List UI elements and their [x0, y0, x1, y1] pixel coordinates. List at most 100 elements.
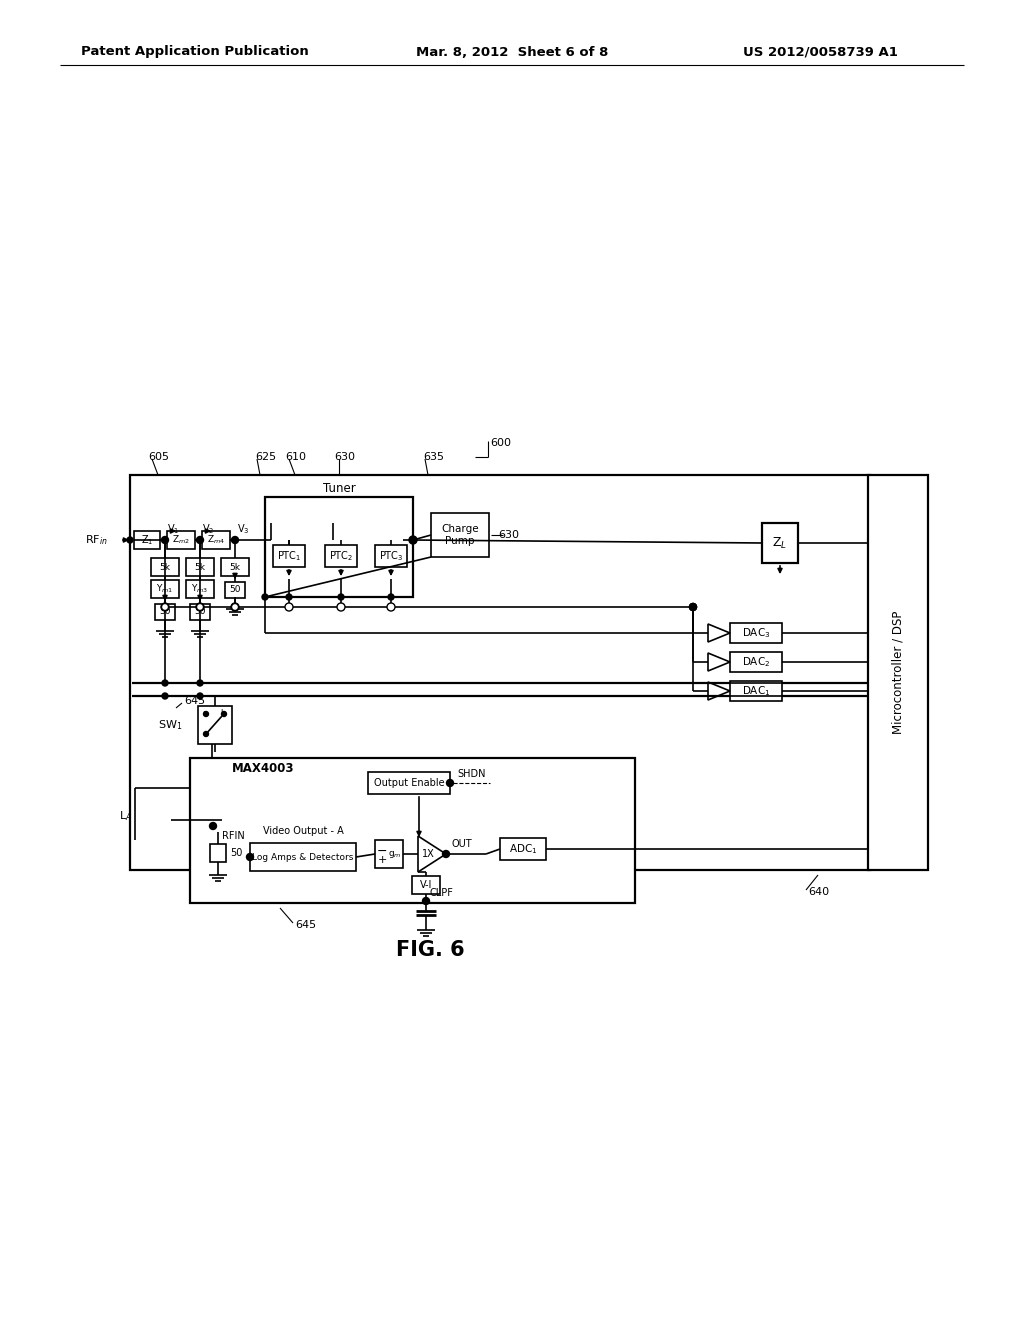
Circle shape: [231, 603, 239, 610]
Text: US 2012/0058739 A1: US 2012/0058739 A1: [742, 45, 897, 58]
Text: RF$_{in}$: RF$_{in}$: [85, 533, 108, 546]
Circle shape: [204, 711, 209, 717]
Circle shape: [196, 603, 204, 611]
Circle shape: [442, 850, 450, 858]
Text: 605: 605: [148, 451, 169, 462]
Text: PTC$_1$: PTC$_1$: [276, 549, 301, 562]
Bar: [167, 531, 195, 549]
Text: Microcontroller / DSP: Microcontroller / DSP: [892, 610, 904, 734]
Text: Z$_{m2}$: Z$_{m2}$: [172, 533, 189, 546]
Text: 630: 630: [499, 531, 519, 540]
Bar: [186, 558, 214, 576]
Text: Patent Application Publication: Patent Application Publication: [81, 45, 309, 58]
Text: 625: 625: [255, 451, 276, 462]
Circle shape: [231, 603, 239, 611]
Text: +: +: [377, 855, 387, 865]
Circle shape: [231, 536, 239, 544]
Text: 5k: 5k: [160, 562, 171, 572]
Text: CLPF: CLPF: [430, 888, 454, 898]
Text: 1X: 1X: [422, 849, 434, 859]
Circle shape: [197, 693, 203, 700]
Circle shape: [689, 603, 696, 610]
Bar: [265, 498, 413, 597]
Text: SW$_1$: SW$_1$: [158, 718, 182, 731]
Bar: [225, 582, 245, 598]
Bar: [375, 545, 407, 568]
Text: Z$_1$: Z$_1$: [141, 533, 154, 546]
Circle shape: [162, 693, 168, 700]
Text: 5k: 5k: [229, 562, 241, 572]
Bar: [190, 605, 210, 620]
Circle shape: [161, 603, 169, 611]
Bar: [198, 706, 232, 744]
Text: Z$_{m4}$: Z$_{m4}$: [207, 533, 225, 546]
Circle shape: [446, 780, 454, 787]
Circle shape: [689, 603, 696, 610]
Text: DAC$_3$: DAC$_3$: [741, 626, 770, 640]
Bar: [130, 475, 870, 870]
Circle shape: [162, 603, 169, 610]
Text: Video Output - A: Video Output - A: [262, 826, 343, 836]
Text: 630: 630: [334, 451, 355, 462]
Bar: [500, 838, 546, 861]
Text: V-I: V-I: [420, 880, 432, 890]
Bar: [762, 523, 798, 564]
Text: a: a: [203, 709, 208, 718]
Text: 50: 50: [195, 607, 206, 616]
Text: 635: 635: [423, 451, 444, 462]
Circle shape: [210, 822, 216, 829]
Text: PTC$_3$: PTC$_3$: [379, 549, 403, 562]
Bar: [186, 579, 214, 598]
Circle shape: [286, 594, 292, 601]
Text: V$_2$: V$_2$: [202, 523, 214, 536]
Text: OUT: OUT: [451, 840, 472, 849]
Text: b: b: [220, 709, 225, 718]
Text: Charge
Pump: Charge Pump: [441, 524, 479, 545]
Circle shape: [387, 603, 395, 611]
Circle shape: [247, 854, 254, 861]
Text: Y$_{m3}$: Y$_{m3}$: [191, 582, 209, 595]
Bar: [151, 558, 179, 576]
Text: FIG. 6: FIG. 6: [395, 940, 464, 960]
Circle shape: [197, 603, 204, 610]
Bar: [325, 545, 357, 568]
Text: Tuner: Tuner: [323, 482, 355, 495]
Circle shape: [162, 680, 168, 686]
Bar: [250, 843, 356, 871]
Bar: [155, 605, 175, 620]
Text: 50: 50: [230, 847, 243, 858]
Text: Output Enable: Output Enable: [374, 777, 444, 788]
Text: 645: 645: [295, 920, 316, 931]
Circle shape: [689, 603, 696, 610]
Bar: [210, 843, 226, 862]
Circle shape: [162, 536, 169, 544]
Text: 640: 640: [808, 887, 829, 898]
Bar: [412, 876, 440, 894]
Circle shape: [197, 680, 203, 686]
Bar: [368, 772, 450, 795]
Text: PTC$_2$: PTC$_2$: [329, 549, 353, 562]
Bar: [375, 840, 403, 869]
Circle shape: [423, 898, 429, 904]
Bar: [221, 558, 249, 576]
Circle shape: [285, 603, 293, 611]
Text: V$_1$: V$_1$: [167, 523, 179, 536]
Text: 600: 600: [490, 438, 511, 447]
Circle shape: [127, 537, 133, 543]
Bar: [730, 652, 782, 672]
Circle shape: [197, 536, 204, 544]
Circle shape: [338, 594, 344, 601]
Circle shape: [262, 594, 268, 601]
Text: SHDN: SHDN: [457, 770, 485, 779]
Text: ADC$_1$: ADC$_1$: [509, 842, 538, 855]
Bar: [730, 623, 782, 643]
Bar: [273, 545, 305, 568]
Text: Log Amps & Detectors: Log Amps & Detectors: [252, 853, 353, 862]
Text: Mar. 8, 2012  Sheet 6 of 8: Mar. 8, 2012 Sheet 6 of 8: [416, 45, 608, 58]
Bar: [202, 531, 230, 549]
Circle shape: [388, 594, 394, 601]
Circle shape: [409, 536, 417, 544]
Circle shape: [221, 711, 226, 717]
Text: L$_A$: L$_A$: [119, 809, 132, 822]
Text: $-$: $-$: [377, 843, 387, 857]
